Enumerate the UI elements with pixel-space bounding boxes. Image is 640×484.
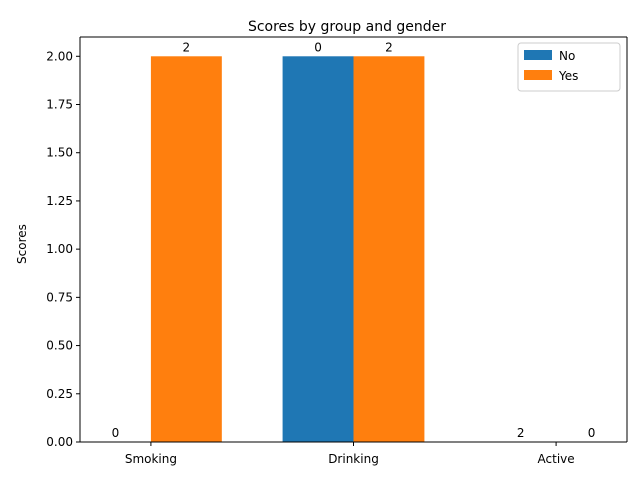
- x-tick-label: Active: [538, 452, 575, 466]
- y-tick-label: 0.25: [46, 387, 73, 401]
- data-label: 0: [588, 426, 596, 440]
- plot-area: 0 0 2 2 2 0 0.00 0.25 0.50 0.75 1.00 1.25 1.50 1.75 2.…: [46, 36, 628, 466]
- data-label: 2: [385, 40, 393, 54]
- y-tick-label: 1.00: [46, 242, 73, 256]
- y-tick-label: 1.75: [46, 98, 73, 112]
- bar-yes-smoking: [150, 56, 222, 442]
- legend: No Yes: [517, 42, 621, 92]
- x-tick-label: Smoking: [125, 452, 177, 466]
- bar-no-drinking: [282, 56, 354, 442]
- bar-yes-drinking: [353, 56, 425, 442]
- y-tick-label: 0.75: [46, 290, 73, 304]
- y-tick-label: 1.25: [46, 194, 73, 208]
- data-label: 0: [112, 426, 120, 440]
- y-tick-label: 1.50: [46, 146, 73, 160]
- y-axis-label: Scores: [15, 224, 29, 264]
- data-label: 2: [183, 40, 191, 54]
- chart-title: Scores by group and gender: [248, 19, 446, 35]
- data-label: 0: [314, 40, 322, 54]
- y-tick-label: 0.00: [46, 435, 73, 449]
- legend-swatch-yes: [524, 70, 552, 80]
- legend-label-yes: Yes: [558, 69, 578, 83]
- y-tick-label: 0.50: [46, 339, 73, 353]
- legend-label-no: No: [559, 49, 575, 63]
- x-tick-label: Drinking: [328, 452, 379, 466]
- legend-swatch-no: [524, 50, 552, 60]
- data-label: 2: [517, 426, 525, 440]
- y-tick-label: 2.00: [46, 49, 73, 63]
